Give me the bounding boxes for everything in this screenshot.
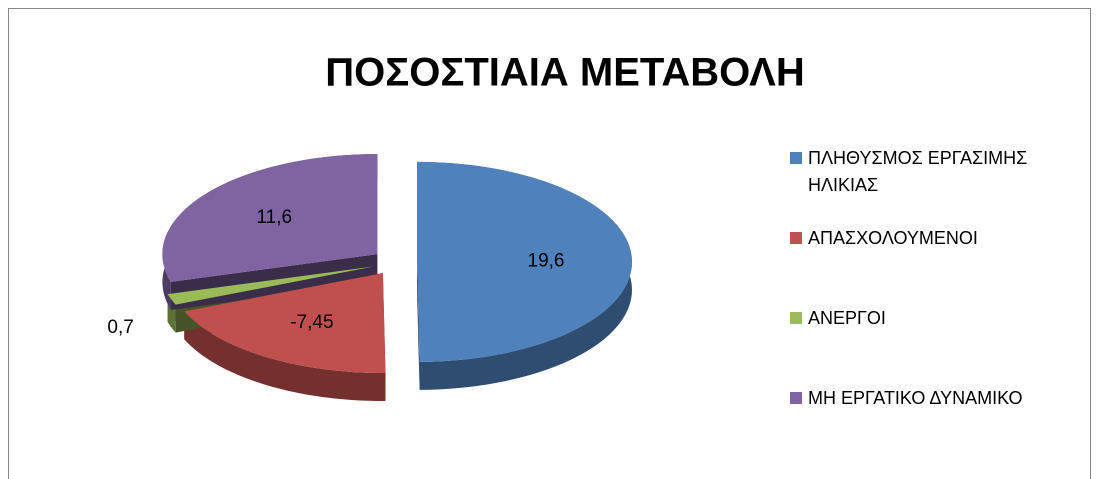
legend-swatch <box>790 152 802 164</box>
legend-item: ΑΝΕΡΓΟΙ <box>790 305 1100 385</box>
data-label: -7,45 <box>290 312 333 333</box>
legend-swatch <box>790 312 802 324</box>
slice <box>162 154 378 282</box>
legend-swatch <box>790 392 802 404</box>
legend-label: ΑΝΕΡΓΟΙ <box>808 308 886 328</box>
slice-side <box>184 311 386 402</box>
data-label: 11,6 <box>257 207 293 228</box>
legend-item: ΠΛΗΘΥΣΜΟΣ ΕΡΓΑΣΙΜΗΣ ΗΛΙΚΙΑΣ <box>790 145 1100 225</box>
legend-label: ΜΗ ΕΡΓΑΤΙΚΟ ΔΥΝΑΜΙΚΟ <box>808 388 1023 408</box>
data-label: 19,6 <box>528 251 565 272</box>
legend-item: ΜΗ ΕΡΓΑΤΙΚΟ ΔΥΝΑΜΙΚΟ <box>790 385 1100 465</box>
chart-title: ΠΟΣΟΣΤΙΑΙΑ ΜΕΤΑΒΟΛΗ <box>325 51 805 95</box>
legend-label: ΠΛΗΘΥΣΜΟΣ ΕΡΓΑΣΙΜΗΣ ΗΛΙΚΙΑΣ <box>808 148 1028 195</box>
legend-swatch <box>790 232 802 244</box>
data-label: 0,7 <box>107 317 133 338</box>
legend: ΠΛΗΘΥΣΜΟΣ ΕΡΓΑΣΙΜΗΣ ΗΛΙΚΙΑΣ ΑΠΑΣΧΟΛΟΥΜΕΝΟ… <box>790 145 1100 465</box>
legend-item: ΑΠΑΣΧΟΛΟΥΜΕΝΟΙ <box>790 225 1100 305</box>
slice <box>416 161 632 362</box>
slice <box>184 273 386 374</box>
legend-label: ΑΠΑΣΧΟΛΟΥΜΕΝΟΙ <box>808 228 978 248</box>
slice <box>167 266 375 305</box>
chart-frame <box>8 8 1091 479</box>
slice-wall <box>416 261 420 390</box>
